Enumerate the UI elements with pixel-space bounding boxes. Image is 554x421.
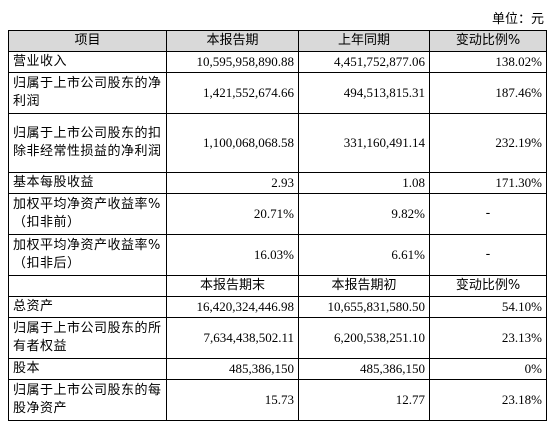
table-row: 归属于上市公司股东的所有者权益 7,634,438,502.11 6,200,5… [8,317,547,359]
prior-value: 4,451,752,877.06 [298,51,430,73]
current-value: 16.03% [166,234,299,276]
row-label: 归属于上市公司股东的所有者权益 [8,317,167,359]
prior-value: 6,200,538,251.10 [298,317,430,359]
row-label: 基本每股收益 [8,172,167,194]
change-value: 138.02% [429,51,547,73]
row-label: 归属于上市公司股东的每股净资产 [8,379,167,421]
table-row: 股本 485,386,150 485,386,150 0% [8,358,547,380]
change-value: 232.19% [429,113,547,173]
current-value: 7,634,438,502.11 [166,317,299,359]
current-value: 15.73 [166,379,299,421]
change-value: 23.18% [429,379,547,421]
current-value: 1,100,068,068.58 [166,113,299,173]
change-value: 171.30% [429,172,547,194]
table-row: 加权平均净资产收益率%（扣非后） 16.03% 6.61% - [8,234,547,276]
row-label: 归属于上市公司股东的净利润 [8,72,167,114]
table-row: 营业收入 10,595,958,890.88 4,451,752,877.06 … [8,51,547,73]
prior-value: 1.08 [298,172,430,194]
header-prior-period: 上年同期 [298,30,430,52]
financial-summary-table: 项目 本报告期 上年同期 变动比例% 营业收入 10,595,958,890.8… [8,30,547,421]
table-row: 加权平均净资产收益率%（扣非前） 20.71% 9.82% - [8,193,547,235]
header-period-start: 本报告期初 [298,275,430,297]
table-row: 总资产 16,420,324,446.98 10,655,831,580.50 … [8,296,547,318]
header-item: 项目 [8,30,167,52]
row-label: 加权平均净资产收益率%（扣非前） [8,193,167,235]
prior-value: 12.77 [298,379,430,421]
current-value: 20.71% [166,193,299,235]
row-label: 总资产 [8,296,167,318]
prior-value: 9.82% [298,193,430,235]
header-change-2: 变动比例% [429,275,547,297]
header-change: 变动比例% [429,30,547,52]
current-value: 2.93 [166,172,299,194]
table-row: 基本每股收益 2.93 1.08 171.30% [8,172,547,194]
prior-value: 331,160,491.14 [298,113,430,173]
table-row: 归属于上市公司股东的每股净资产 15.73 12.77 23.18% [8,379,547,421]
change-value: 54.10% [429,296,547,318]
prior-value: 6.61% [298,234,430,276]
current-value: 16,420,324,446.98 [166,296,299,318]
prior-value: 485,386,150 [298,358,430,380]
prior-value: 494,513,815.31 [298,72,430,114]
change-value: 23.13% [429,317,547,359]
header-period-end: 本报告期末 [166,275,299,297]
prior-value: 10,655,831,580.50 [298,296,430,318]
subheader-row: 本报告期末 本报告期初 变动比例% [8,275,547,297]
row-label: 营业收入 [8,51,167,73]
row-label: 股本 [8,358,167,380]
current-value: 485,386,150 [166,358,299,380]
change-value: - [429,234,547,276]
header-row: 项目 本报告期 上年同期 变动比例% [8,30,547,52]
unit-label: 单位：元 [491,12,544,27]
change-value: 0% [429,358,547,380]
header-current-period: 本报告期 [166,30,299,52]
current-value: 1,421,552,674.66 [166,72,299,114]
row-label: 归属于上市公司股东的扣除非经常性损益的净利润 [8,113,167,173]
table-row: 归属于上市公司股东的净利润 1,421,552,674.66 494,513,8… [8,72,547,114]
current-value: 10,595,958,890.88 [166,51,299,73]
table-row: 归属于上市公司股东的扣除非经常性损益的净利润 1,100,068,068.58 … [8,113,547,173]
change-value: - [429,193,547,235]
subheader-blank [8,275,167,297]
change-value: 187.46% [429,72,547,114]
row-label: 加权平均净资产收益率%（扣非后） [8,234,167,276]
